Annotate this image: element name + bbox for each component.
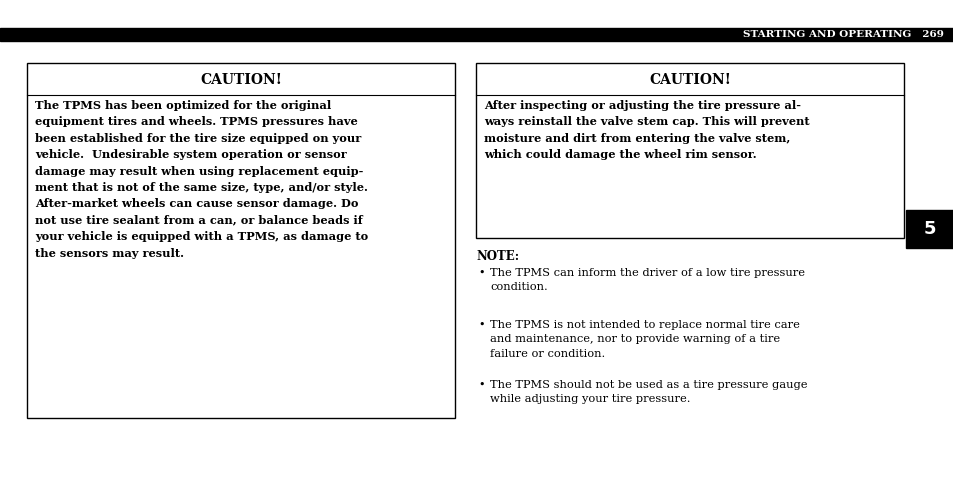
Text: The TPMS is not intended to replace normal tire care
and maintenance, nor to pro: The TPMS is not intended to replace norm… (490, 320, 799, 359)
Bar (905, 210, 953, 248)
Text: The TPMS should not be used as a tire pressure gauge
while adjusting your tire p: The TPMS should not be used as a tire pr… (490, 380, 806, 404)
Bar (476, 63, 903, 238)
Text: CAUTION!: CAUTION! (200, 73, 282, 87)
Text: •: • (477, 320, 484, 330)
Text: After inspecting or adjusting the tire pressure al-
ways reinstall the valve ste: After inspecting or adjusting the tire p… (483, 100, 809, 160)
Bar (0, 28, 953, 41)
Text: •: • (477, 268, 484, 278)
Text: 5: 5 (923, 220, 935, 238)
Text: •: • (477, 380, 484, 390)
Text: The TPMS has been optimized for the original
equipment tires and wheels. TPMS pr: The TPMS has been optimized for the orig… (35, 100, 368, 258)
Text: NOTE:: NOTE: (476, 250, 518, 263)
Bar (27, 63, 455, 418)
Text: The TPMS can inform the driver of a low tire pressure
condition.: The TPMS can inform the driver of a low … (490, 268, 804, 292)
Text: CAUTION!: CAUTION! (648, 73, 730, 87)
Text: STARTING AND OPERATING   269: STARTING AND OPERATING 269 (742, 30, 943, 39)
